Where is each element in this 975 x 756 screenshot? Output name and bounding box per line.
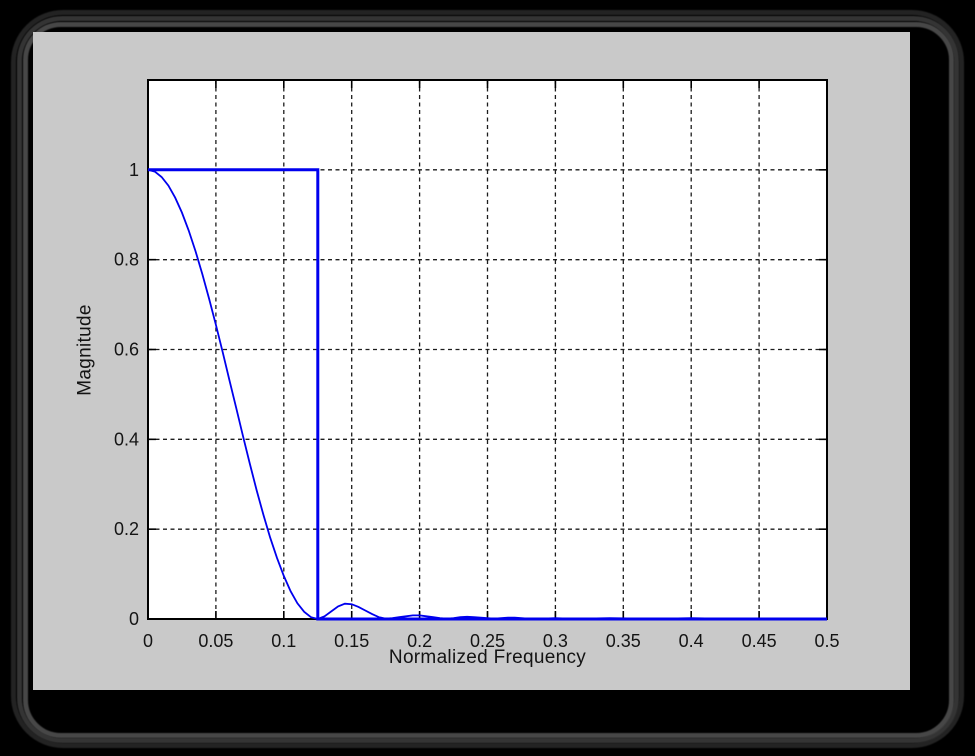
y-axis-label-container: Magnitude xyxy=(73,80,99,619)
x-tick-label: 0.45 xyxy=(742,631,777,651)
x-tick-label: 0.05 xyxy=(198,631,233,651)
x-tick-label: 0.25 xyxy=(470,631,505,651)
y-tick-label: 0.4 xyxy=(114,429,139,449)
x-axis-label: Normalized Frequency xyxy=(388,647,587,668)
y-tick-label: 1 xyxy=(129,160,139,180)
x-tick-label: 0.3 xyxy=(543,631,568,651)
magnitude-response-plot: 0 0.05 0.1 0.15 0.2 0.25 0.3 0.35 0.4 0.45 0.5 0 0.2… xyxy=(114,79,840,651)
x-tick-label: 0.2 xyxy=(407,631,432,651)
y-tick-label: 0.2 xyxy=(114,519,139,539)
window-frame-ring-middle xyxy=(17,16,959,743)
x-tick-label: 0.5 xyxy=(814,631,839,651)
y-tick-label: 0.8 xyxy=(114,250,139,270)
designed-filter-response xyxy=(147,168,827,620)
y-tick-label: 0.6 xyxy=(114,340,139,360)
x-tick-label: 0.35 xyxy=(606,631,641,651)
window-frame-ring-outer xyxy=(11,10,964,748)
matlab-figure-window: 0 0.05 0.1 0.15 0.2 0.25 0.3 0.35 0.4 0.45 0.5 0 0.2… xyxy=(33,32,910,690)
x-tick-label: 0.15 xyxy=(334,631,369,651)
x-tick-label: 0.4 xyxy=(679,631,704,651)
y-tick-label: 0 xyxy=(129,609,139,629)
y-axis-label: Magnitude xyxy=(75,303,96,396)
window-frame-ring-inner xyxy=(23,22,954,738)
x-tick-label: 0.1 xyxy=(271,631,296,651)
x-tick-label: 0 xyxy=(143,631,153,651)
